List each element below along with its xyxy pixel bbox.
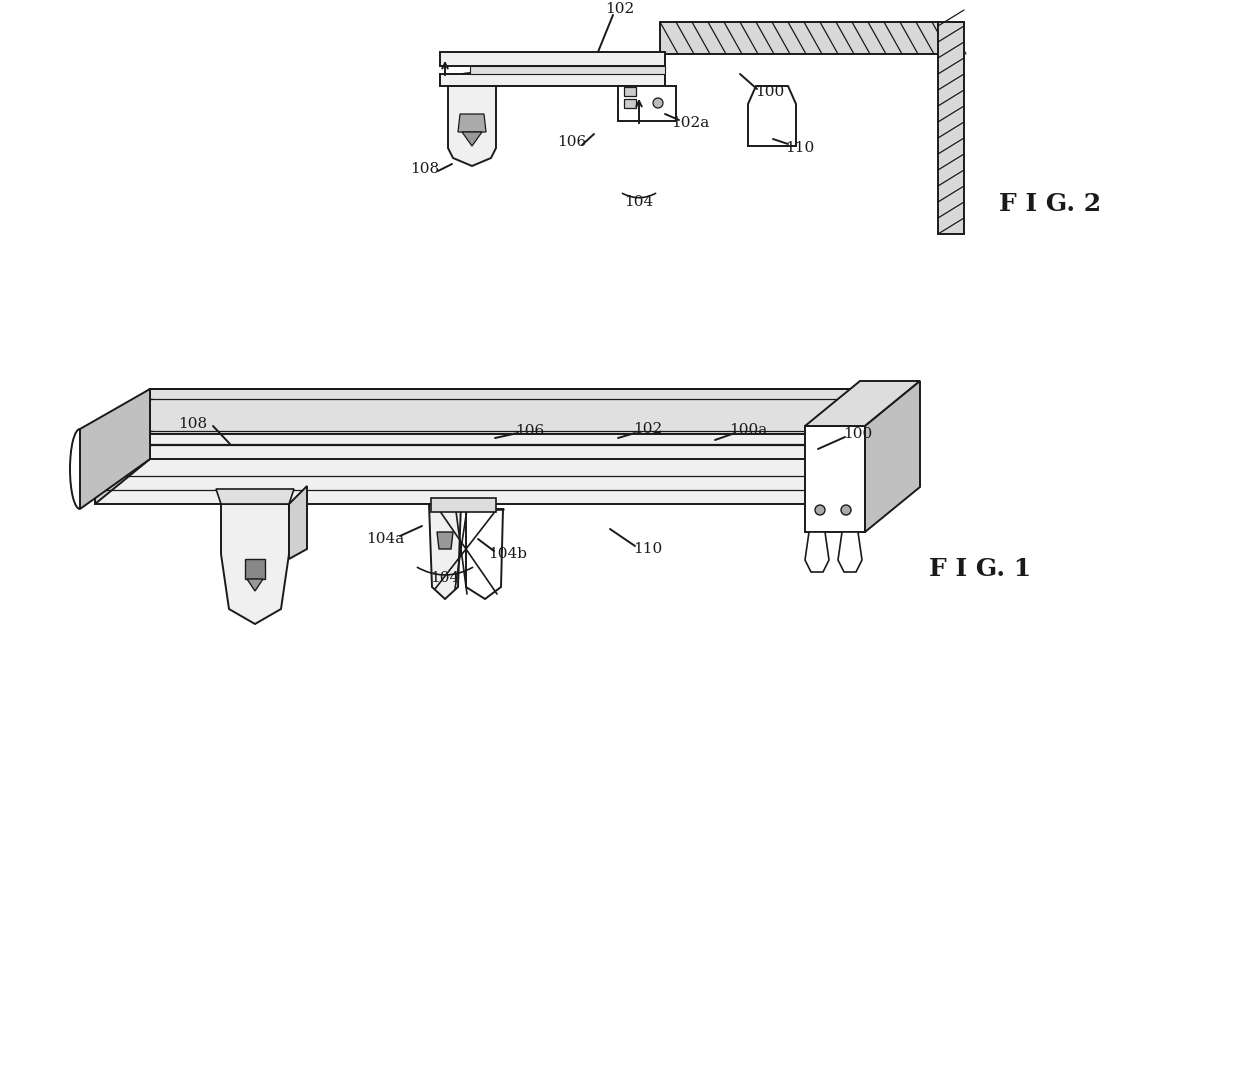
Bar	[432, 498, 496, 512]
Polygon shape	[448, 86, 496, 166]
Text: F I G. 1: F I G. 1	[929, 557, 1032, 581]
Text: 106: 106	[516, 424, 544, 438]
Bar	[440, 74, 665, 86]
Polygon shape	[81, 389, 150, 509]
Bar	[660, 21, 950, 54]
Text: 102: 102	[634, 422, 662, 436]
Bar	[618, 86, 676, 121]
Polygon shape	[216, 489, 294, 504]
Polygon shape	[95, 389, 866, 434]
Text: 108: 108	[410, 162, 439, 176]
Polygon shape	[247, 579, 263, 591]
Text: 106: 106	[557, 135, 587, 149]
Bar	[624, 87, 636, 96]
Polygon shape	[429, 504, 461, 599]
Text: 104a: 104a	[366, 532, 404, 546]
Bar	[440, 52, 665, 66]
Text: 104: 104	[625, 195, 653, 209]
Polygon shape	[805, 426, 866, 532]
Text: 108: 108	[179, 417, 207, 431]
Bar	[937, 21, 963, 234]
Polygon shape	[748, 86, 796, 146]
Polygon shape	[805, 381, 920, 426]
Bar	[470, 66, 665, 74]
Polygon shape	[463, 132, 482, 146]
Text: 100: 100	[843, 427, 873, 441]
Text: 104: 104	[430, 571, 460, 585]
Circle shape	[653, 98, 663, 108]
Polygon shape	[866, 381, 920, 532]
Polygon shape	[838, 532, 862, 572]
Polygon shape	[436, 532, 453, 549]
Text: F I G. 2: F I G. 2	[999, 192, 1101, 216]
Text: 100: 100	[755, 85, 785, 99]
Polygon shape	[805, 532, 830, 572]
Text: 100a: 100a	[729, 423, 768, 437]
Polygon shape	[466, 509, 503, 599]
Polygon shape	[810, 389, 866, 504]
Polygon shape	[458, 114, 486, 132]
Polygon shape	[289, 487, 308, 558]
Text: 110: 110	[634, 542, 662, 556]
Circle shape	[815, 505, 825, 516]
Polygon shape	[95, 434, 810, 504]
Polygon shape	[246, 558, 265, 579]
Polygon shape	[95, 389, 150, 504]
Text: 102a: 102a	[671, 116, 709, 130]
Circle shape	[841, 505, 851, 516]
Polygon shape	[221, 504, 289, 624]
Text: 104b: 104b	[489, 547, 527, 561]
Bar	[624, 99, 636, 108]
Text: 102: 102	[605, 2, 635, 16]
Text: 110: 110	[785, 141, 815, 155]
